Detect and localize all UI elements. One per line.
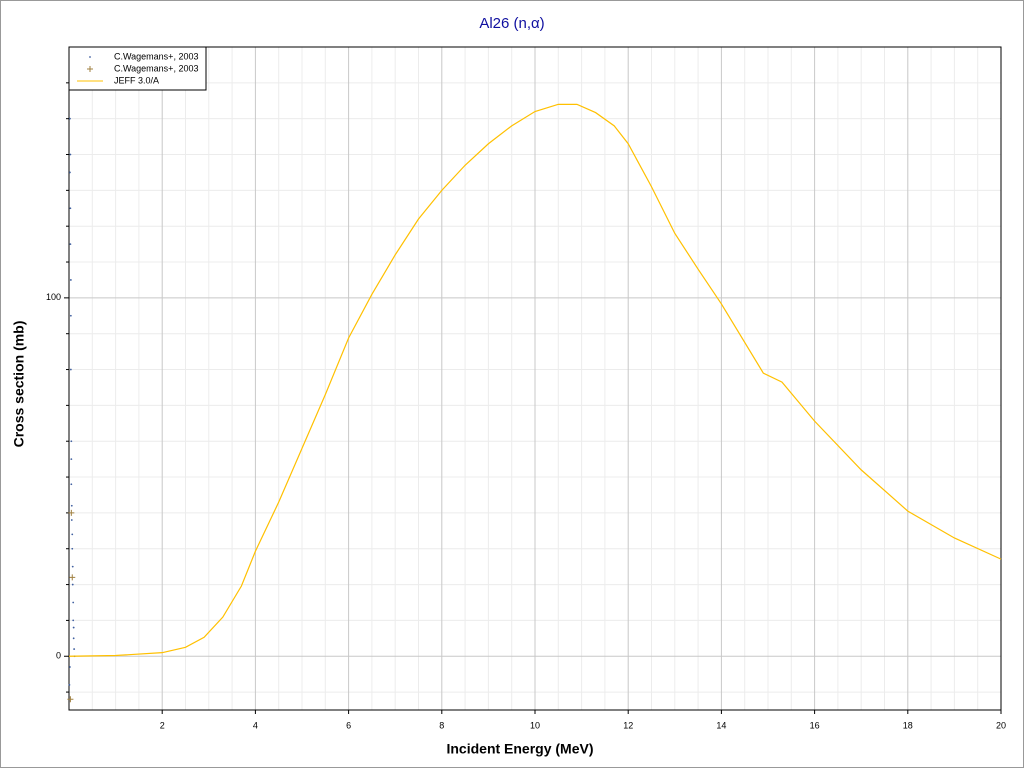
data-point [68,509,75,516]
data-point [70,458,73,461]
x-tick-label: 20 [996,720,1006,730]
x-tick-label: 2 [160,720,165,730]
data-point [71,565,74,568]
y-axis-label: Cross section (mb) [11,321,27,448]
x-tick-label: 14 [716,720,726,730]
x-tick-label: 16 [810,720,820,730]
data-point [71,583,74,586]
legend-swatch [87,66,93,72]
data-point [71,547,74,550]
data-point [72,601,75,604]
x-tick-label: 18 [903,720,913,730]
data-point [69,279,72,281]
y-tick-label: 100 [46,292,61,302]
data-point [70,504,73,507]
data-point [69,368,72,371]
data-point [72,626,75,629]
y-tick-label: 0 [56,651,61,661]
data-point [69,171,71,174]
data-point [69,574,76,581]
data-point [69,243,72,246]
plot-border [68,46,1002,711]
x-tick-label: 4 [253,720,258,730]
x-tick-label: 8 [439,720,444,730]
x-tick-label: 10 [530,720,540,730]
legend-label: JEFF 3.0/A [114,75,159,85]
x-tick-label: 6 [346,720,351,730]
data-point [69,666,71,668]
data-point [70,483,73,486]
data-point [72,637,75,640]
legend-label: C.Wagemans+, 2003 [114,51,198,61]
data-point [67,696,74,703]
x-axis-label: Incident Energy (MeV) [446,741,593,757]
data-point [68,684,71,686]
x-tick-label: 12 [623,720,633,730]
data-point [70,519,73,521]
data-point [69,117,71,120]
data-line [68,103,1002,657]
data-point [72,619,75,622]
legend-swatch [89,56,91,58]
data-point [70,440,73,443]
data-point [73,648,76,650]
legend-label: C.Wagemans+, 2003 [114,63,198,73]
data-point [69,314,72,317]
data-point [71,533,74,536]
chart-title: Al26 (n,α) [479,15,544,32]
data-point [69,207,72,210]
data-point [69,153,72,156]
